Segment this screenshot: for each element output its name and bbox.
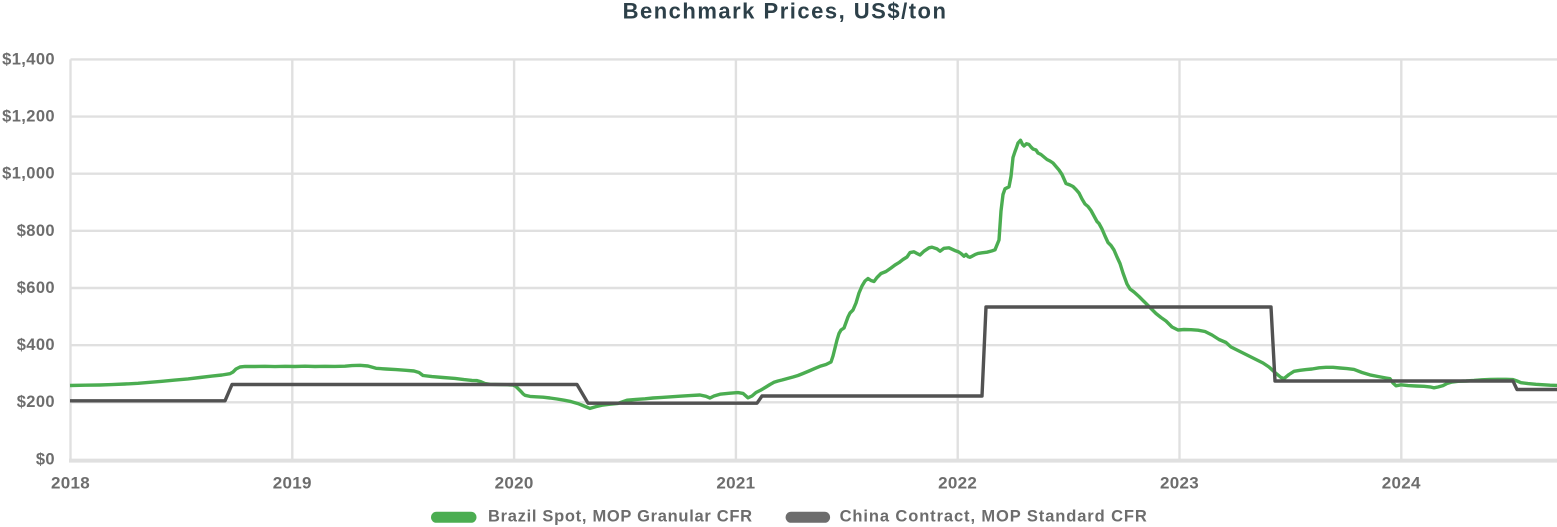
svg-text:2020: 2020	[495, 474, 534, 493]
svg-text:2021: 2021	[716, 474, 755, 493]
svg-text:2018: 2018	[51, 474, 90, 493]
svg-text:2023: 2023	[1160, 474, 1199, 493]
svg-text:2022: 2022	[938, 474, 977, 493]
svg-text:$1,400: $1,400	[2, 50, 55, 68]
svg-text:2024: 2024	[1382, 474, 1421, 493]
svg-text:Brazil Spot, MOP Granular CFR: Brazil Spot, MOP Granular CFR	[488, 507, 753, 525]
svg-text:$600: $600	[17, 279, 55, 297]
svg-text:$200: $200	[17, 393, 55, 411]
svg-text:China Contract, MOP Standard C: China Contract, MOP Standard CFR	[840, 507, 1148, 525]
svg-text:$1,000: $1,000	[2, 165, 55, 183]
svg-text:$400: $400	[17, 336, 55, 354]
svg-text:Benchmark Prices, US$/ton: Benchmark Prices, US$/ton	[623, 0, 948, 24]
svg-text:$0: $0	[36, 450, 55, 468]
svg-text:$800: $800	[17, 222, 55, 240]
svg-text:$1,200: $1,200	[2, 108, 55, 126]
svg-text:2019: 2019	[273, 474, 312, 493]
